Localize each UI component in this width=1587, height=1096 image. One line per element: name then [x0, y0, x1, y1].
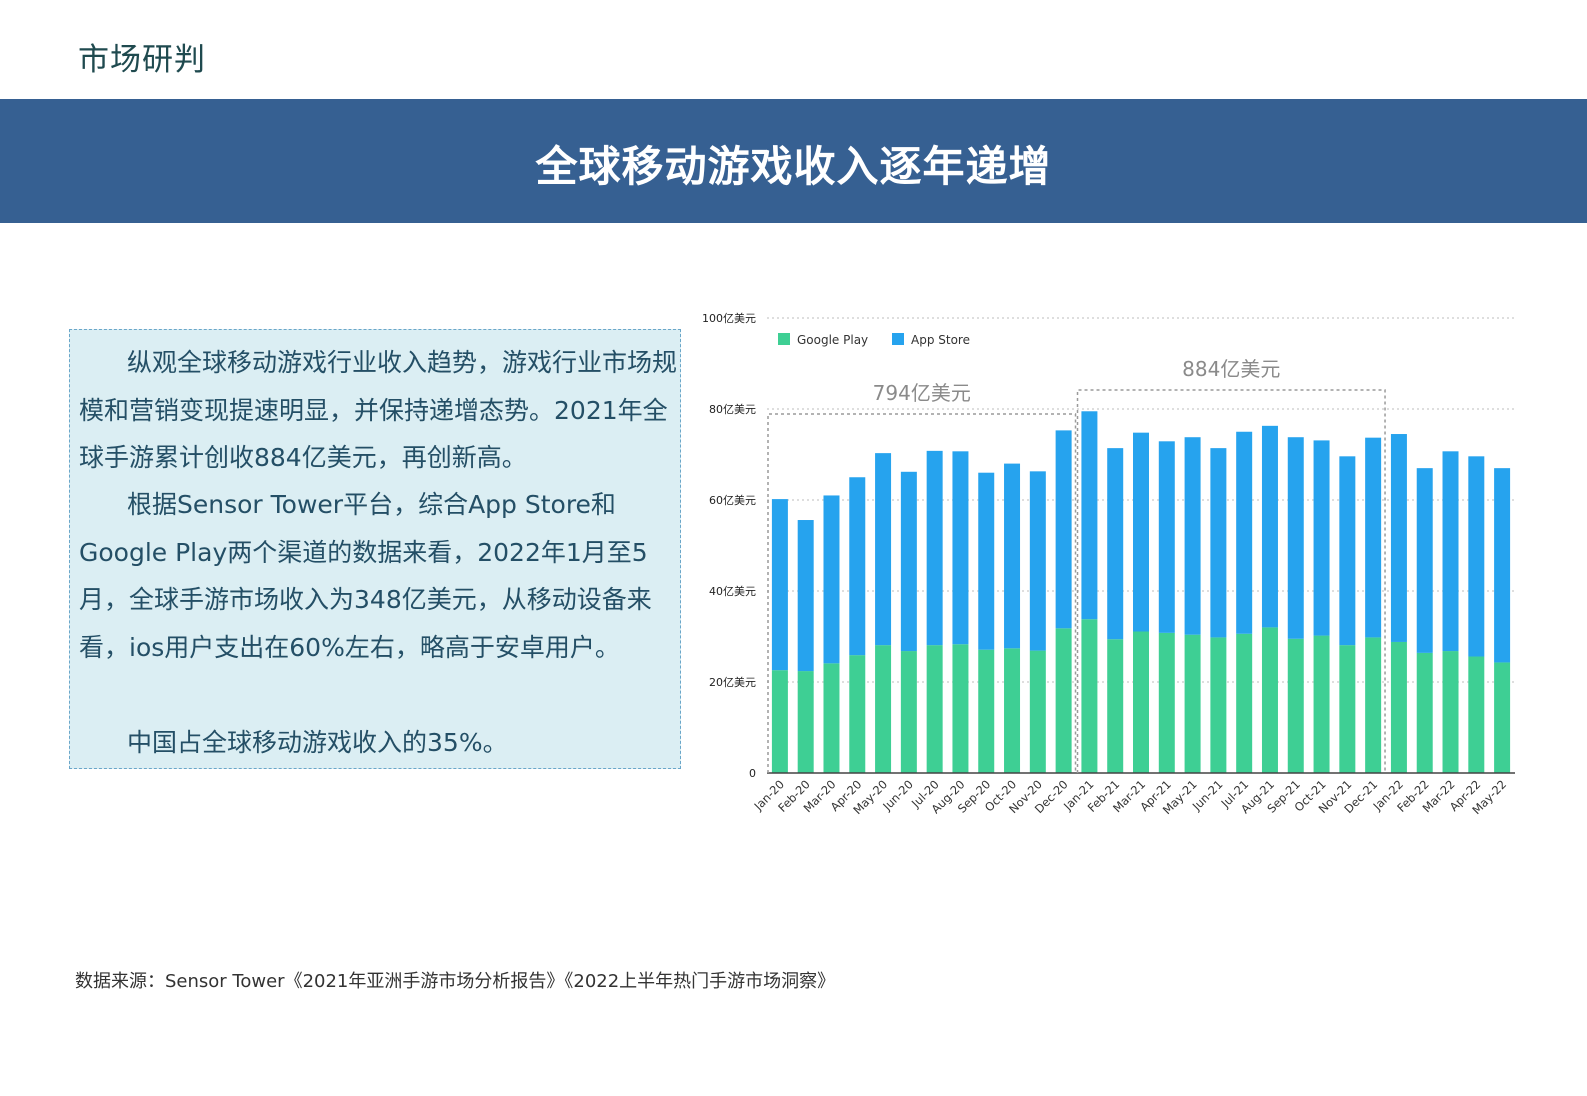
legend-swatch-google-play — [778, 333, 790, 345]
bar-google-play — [875, 645, 892, 773]
annotation-label: 794亿美元 — [873, 381, 971, 405]
bar-google-play — [1210, 637, 1227, 773]
annotation-label: 884亿美元 — [1182, 357, 1280, 381]
y-tick-label: 100亿美元 — [702, 312, 756, 325]
bar-app-store — [1210, 448, 1227, 638]
bar-app-store — [1081, 411, 1098, 620]
bar-app-store — [1029, 471, 1046, 651]
summary-paragraph-3: 中国占全球移动游戏收入的35%。 — [79, 719, 679, 767]
bar-google-play — [823, 663, 840, 773]
page-title: 全球移动游戏收入逐年递增 — [535, 142, 1052, 191]
bar-google-play — [1442, 651, 1459, 773]
bar-app-store — [1468, 456, 1485, 657]
bar-app-store — [900, 471, 917, 652]
bar-app-store — [1313, 440, 1330, 636]
bar-app-store — [797, 520, 814, 672]
bar-google-play — [1416, 652, 1433, 773]
bar-app-store — [926, 450, 943, 646]
bar-google-play — [1365, 637, 1382, 773]
bar-app-store — [1390, 434, 1407, 642]
bar-google-play — [1133, 631, 1149, 773]
bar-app-store — [849, 477, 866, 656]
bar-app-store — [1055, 430, 1072, 629]
bar-app-store — [1261, 425, 1278, 628]
bar-app-store — [1236, 431, 1253, 634]
bar-app-store — [875, 453, 892, 646]
bar-google-play — [1468, 656, 1485, 773]
bar-app-store — [1133, 432, 1149, 632]
bar-app-store — [952, 451, 969, 645]
summary-text-box: 纵观全球移动游戏行业收入趋势，游戏行业市场规模和营销变现提速明显，并保持递增态势… — [69, 329, 681, 769]
bar-google-play — [1287, 638, 1304, 773]
y-tick-label: 0 — [749, 767, 756, 780]
legend-swatch-app-store — [892, 333, 904, 345]
summary-paragraph-1: 纵观全球移动游戏行业收入趋势，游戏行业市场规模和营销变现提速明显，并保持递增态势… — [79, 339, 679, 482]
bar-google-play — [926, 645, 943, 773]
y-tick-label: 80亿美元 — [709, 403, 756, 416]
annotation-box — [1076, 389, 1386, 773]
paragraph-1-text: 纵观全球移动游戏行业收入趋势，游戏行业市场规模和营销变现提速明显，并保持递增态势… — [79, 348, 678, 472]
bar-app-store — [1158, 441, 1175, 633]
bar-google-play — [1055, 628, 1072, 773]
paragraph-2-text: 根据Sensor Tower平台，综合App Store和Google Play… — [79, 490, 652, 662]
y-tick-label: 60亿美元 — [709, 494, 756, 507]
bar-app-store — [1184, 437, 1201, 635]
section-label: 市场研判 — [78, 42, 206, 78]
title-banner: 全球移动游戏收入逐年递增 — [0, 99, 1587, 223]
bar-google-play — [1313, 635, 1330, 773]
data-source-note: 数据来源：Sensor Tower《2021年亚洲手游市场分析报告》《2022上… — [75, 971, 836, 992]
bar-google-play — [1184, 634, 1201, 773]
legend-label-app-store: App Store — [911, 333, 970, 347]
bar-app-store — [823, 495, 840, 664]
bar-google-play — [952, 644, 969, 773]
bar-google-play — [1261, 627, 1278, 773]
bar-app-store — [1442, 451, 1459, 652]
bar-google-play — [1339, 645, 1356, 773]
bar-google-play — [1107, 639, 1124, 773]
bar-app-store — [1339, 456, 1356, 646]
bar-google-play — [1494, 662, 1511, 773]
bar-app-store — [1107, 448, 1124, 640]
bar-app-store — [1365, 437, 1382, 638]
y-tick-label: 40亿美元 — [709, 585, 756, 598]
bar-google-play — [1158, 632, 1175, 773]
chart-annotations: 794亿美元 884亿美元 — [767, 357, 1386, 773]
bar-app-store — [1416, 468, 1433, 653]
paragraph-3-text: 中国占全球移动游戏收入的35%。 — [127, 728, 508, 757]
bar-google-play — [771, 670, 788, 773]
bar-app-store — [1287, 437, 1304, 639]
revenue-bar-chart: 020亿美元40亿美元60亿美元80亿美元100亿美元Jan-20Feb-20M… — [702, 312, 1515, 817]
chart-bars — [771, 411, 1511, 773]
summary-paragraph-2: 根据Sensor Tower平台，综合App Store和Google Play… — [79, 481, 679, 671]
bar-google-play — [1390, 641, 1407, 773]
bar-google-play — [900, 651, 917, 773]
bar-google-play — [1029, 650, 1046, 773]
chart-legend: Google Play App Store — [778, 333, 970, 347]
bar-app-store — [1494, 468, 1511, 663]
bar-google-play — [978, 649, 995, 773]
annotation-box — [767, 413, 1077, 773]
bar-app-store — [771, 499, 788, 671]
bar-google-play — [1004, 648, 1021, 773]
bar-google-play — [1236, 633, 1253, 773]
bar-app-store — [1004, 463, 1021, 649]
bar-google-play — [797, 671, 814, 773]
y-tick-label: 20亿美元 — [709, 676, 756, 689]
bar-google-play — [1081, 619, 1098, 773]
bar-app-store — [978, 472, 995, 650]
bar-google-play — [849, 655, 866, 773]
legend-label-google-play: Google Play — [797, 333, 868, 347]
